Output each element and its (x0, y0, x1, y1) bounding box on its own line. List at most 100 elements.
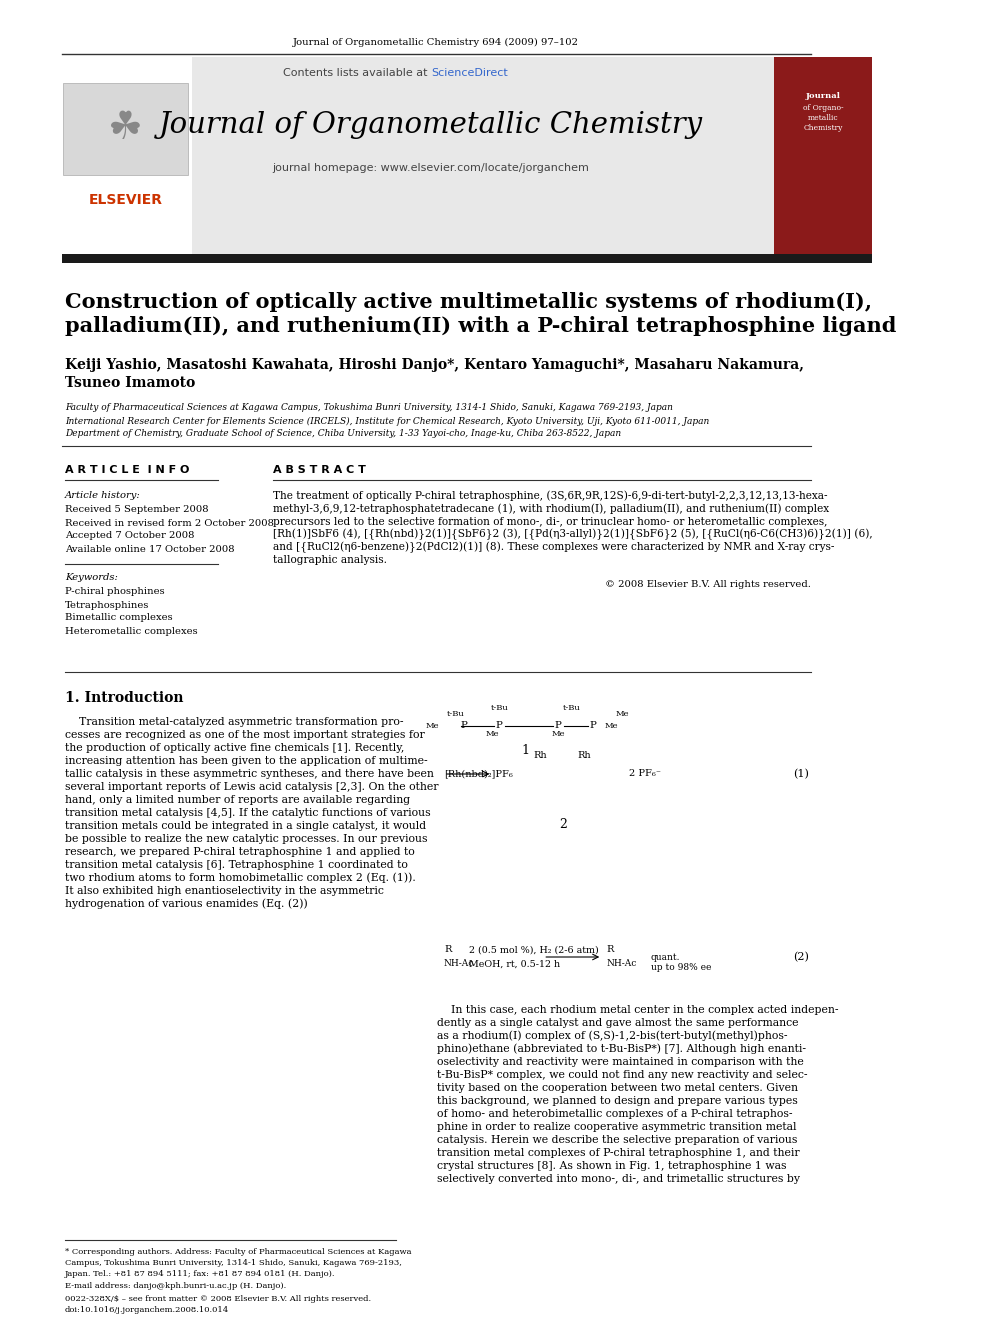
Text: phino)ethane (abbreviated to t-Bu-BisP*) [7]. Although high enanti-: phino)ethane (abbreviated to t-Bu-BisP*)… (436, 1044, 806, 1054)
Text: Me: Me (615, 710, 629, 718)
Text: Me: Me (552, 730, 565, 738)
Text: Journal of Organometallic Chemistry 694 (2009) 97–102: Journal of Organometallic Chemistry 694 … (293, 37, 579, 46)
Text: P: P (496, 721, 503, 730)
Text: 1. Introduction: 1. Introduction (65, 691, 184, 705)
Text: cesses are recognized as one of the most important strategies for: cesses are recognized as one of the most… (65, 730, 425, 740)
Text: P-chiral phosphines: P-chiral phosphines (65, 587, 165, 597)
Text: Received 5 September 2008: Received 5 September 2008 (65, 505, 208, 515)
Text: Transition metal-catalyzed asymmetric transformation pro-: Transition metal-catalyzed asymmetric tr… (65, 717, 404, 728)
Text: transition metals could be integrated in a single catalyst, it would: transition metals could be integrated in… (65, 822, 427, 831)
Text: The treatment of optically P-chiral tetraphosphine, (3S,6R,9R,12S)-6,9-di-tert-b: The treatment of optically P-chiral tetr… (273, 491, 827, 501)
Text: Tetraphosphines: Tetraphosphines (65, 601, 150, 610)
Text: Keiji Yashio, Masatoshi Kawahata, Hiroshi Danjo*, Kentaro Yamaguchi*, Masaharu N: Keiji Yashio, Masatoshi Kawahata, Hirosh… (65, 359, 805, 372)
Text: oselectivity and reactivity were maintained in comparison with the: oselectivity and reactivity were maintai… (436, 1057, 804, 1068)
Text: Bimetallic complexes: Bimetallic complexes (65, 614, 173, 623)
Bar (63, 83, 188, 175)
Text: 2: 2 (558, 818, 566, 831)
Text: Contents lists available at: Contents lists available at (283, 67, 431, 78)
Text: R: R (444, 946, 451, 954)
Text: 1: 1 (522, 744, 530, 757)
Text: 2 (0.5 mol %), H₂ (2-6 atm): 2 (0.5 mol %), H₂ (2-6 atm) (457, 946, 599, 954)
Text: crystal structures [8]. As shown in Fig. 1, tetraphosphine 1 was: crystal structures [8]. As shown in Fig.… (436, 1162, 787, 1171)
Text: t-Bu-BisP* complex, we could not find any new reactivity and selec-: t-Bu-BisP* complex, we could not find an… (436, 1070, 807, 1080)
Text: catalysis. Herein we describe the selective preparation of various: catalysis. Herein we describe the select… (436, 1135, 798, 1144)
Text: increasing attention has been given to the application of multime-: increasing attention has been given to t… (65, 755, 428, 766)
Bar (774, 57, 872, 255)
Text: P: P (590, 721, 597, 730)
Text: t-Bu: t-Bu (562, 704, 580, 712)
Text: hydrogenation of various enamides (Eq. (2)): hydrogenation of various enamides (Eq. (… (65, 898, 308, 909)
Text: transition metal catalysis [6]. Tetraphosphine 1 coordinated to: transition metal catalysis [6]. Tetrapho… (65, 860, 408, 871)
Text: Accepted 7 October 2008: Accepted 7 October 2008 (65, 532, 194, 541)
Text: NH-Ac: NH-Ac (444, 959, 474, 968)
Text: t-Bu: t-Bu (490, 704, 508, 712)
Text: ELSEVIER: ELSEVIER (88, 193, 163, 206)
Text: A R T I C L E  I N F O: A R T I C L E I N F O (65, 464, 189, 475)
Text: of homo- and heterobimetallic complexes of a P-chiral tetraphos-: of homo- and heterobimetallic complexes … (436, 1109, 793, 1119)
Text: [Rh(1)]SbF6 (4), [{Rh(nbd)}2(1)]{SbF6}2 (3), [{Pd(η3-allyl)}2(1)]{SbF6}2 (5), [{: [Rh(1)]SbF6 (4), [{Rh(nbd)}2(1)]{SbF6}2 … (273, 529, 872, 540)
Text: * Corresponding authors. Address: Faculty of Pharmaceutical Sciences at Kagawa: * Corresponding authors. Address: Facult… (65, 1248, 412, 1256)
Text: tivity based on the cooperation between two metal centers. Given: tivity based on the cooperation between … (436, 1084, 798, 1093)
Text: Chemistry: Chemistry (804, 124, 842, 132)
Text: two rhodium atoms to form homobimetallic complex 2 (Eq. (1)).: two rhodium atoms to form homobimetallic… (65, 873, 416, 884)
Text: (1): (1) (793, 769, 808, 779)
Text: the production of optically active fine chemicals [1]. Recently,: the production of optically active fine … (65, 744, 405, 753)
Text: selectively converted into mono-, di-, and trimetallic structures by: selectively converted into mono-, di-, a… (436, 1174, 800, 1184)
Text: International Research Center for Elements Science (IRCELS), Institute for Chemi: International Research Center for Elemen… (65, 417, 709, 426)
Text: © 2008 Elsevier B.V. All rights reserved.: © 2008 Elsevier B.V. All rights reserved… (605, 581, 810, 589)
Text: Received in revised form 2 October 2008: Received in revised form 2 October 2008 (65, 519, 274, 528)
Text: E-mail address: danjo@kph.bunri-u.ac.jp (H. Danjo).: E-mail address: danjo@kph.bunri-u.ac.jp … (65, 1282, 287, 1290)
Bar (62, 57, 810, 255)
Text: tallic catalysis in these asymmetric syntheses, and there have been: tallic catalysis in these asymmetric syn… (65, 769, 434, 779)
Text: MeOH, rt, 0.5-12 h: MeOH, rt, 0.5-12 h (457, 959, 560, 968)
Text: several important reports of Lewis acid catalysis [2,3]. On the other: several important reports of Lewis acid … (65, 782, 438, 792)
Text: this background, we planned to design and prepare various types: this background, we planned to design an… (436, 1095, 798, 1106)
Text: quant.: quant. (651, 953, 681, 962)
Text: dently as a single catalyst and gave almost the same performance: dently as a single catalyst and gave alm… (436, 1017, 799, 1028)
Text: transition metal catalysis [4,5]. If the catalytic functions of various: transition metal catalysis [4,5]. If the… (65, 808, 431, 818)
Text: Me: Me (605, 722, 618, 730)
Text: In this case, each rhodium metal center in the complex acted indepen-: In this case, each rhodium metal center … (436, 1005, 838, 1015)
Text: A B S T R A C T: A B S T R A C T (273, 464, 365, 475)
Text: journal homepage: www.elsevier.com/locate/jorganchem: journal homepage: www.elsevier.com/locat… (273, 163, 589, 173)
Text: transition metal complexes of P-chiral tetraphosphine 1, and their: transition metal complexes of P-chiral t… (436, 1148, 800, 1158)
Text: Tsuneo Imamoto: Tsuneo Imamoto (65, 376, 195, 390)
Text: be possible to realize the new catalytic processes. In our previous: be possible to realize the new catalytic… (65, 833, 428, 844)
Text: phine in order to realize cooperative asymmetric transition metal: phine in order to realize cooperative as… (436, 1122, 797, 1132)
Text: Keywords:: Keywords: (65, 573, 118, 582)
Text: tallographic analysis.: tallographic analysis. (273, 556, 387, 565)
Text: as a rhodium(I) complex of (S,S)-1,2-bis(tert-butyl(methyl)phos-: as a rhodium(I) complex of (S,S)-1,2-bis… (436, 1031, 788, 1041)
Text: R: R (606, 946, 614, 954)
Text: methyl-3,6,9,12-tetraphosphatetradecane (1), with rhodium(I), palladium(II), and: methyl-3,6,9,12-tetraphosphatetradecane … (273, 504, 828, 515)
Text: metallic: metallic (807, 114, 838, 122)
Text: It also exhibited high enantioselectivity in the asymmetric: It also exhibited high enantioselectivit… (65, 886, 384, 896)
Text: Department of Chemistry, Graduate School of Science, Chiba University, 1-33 Yayo: Department of Chemistry, Graduate School… (65, 430, 621, 438)
Text: NH-Ac: NH-Ac (606, 959, 637, 968)
Text: Available online 17 October 2008: Available online 17 October 2008 (65, 545, 235, 553)
Text: t-Bu: t-Bu (446, 710, 464, 718)
Text: research, we prepared P-chiral tetraphosphine 1 and applied to: research, we prepared P-chiral tetraphos… (65, 847, 415, 857)
Text: precursors led to the selective formation of mono-, di-, or trinuclear homo- or : precursors led to the selective formatio… (273, 516, 827, 527)
Text: of Organo-: of Organo- (803, 105, 843, 112)
Text: doi:10.1016/j.jorganchem.2008.10.014: doi:10.1016/j.jorganchem.2008.10.014 (65, 1306, 229, 1314)
Text: hand, only a limited number of reports are available regarding: hand, only a limited number of reports a… (65, 795, 410, 804)
Text: Japan. Tel.: +81 87 894 5111; fax: +81 87 894 0181 (H. Danjo).: Japan. Tel.: +81 87 894 5111; fax: +81 8… (65, 1270, 335, 1278)
Text: P: P (460, 721, 467, 730)
Text: P: P (555, 721, 561, 730)
Text: Article history:: Article history: (65, 492, 141, 500)
Text: Rh: Rh (577, 751, 591, 761)
Text: 0022-328X/$ – see front matter © 2008 Elsevier B.V. All rights reserved.: 0022-328X/$ – see front matter © 2008 El… (65, 1295, 371, 1303)
Text: 2 PF₆⁻: 2 PF₆⁻ (629, 770, 661, 778)
Text: Heterometallic complexes: Heterometallic complexes (65, 627, 197, 635)
Text: Rh: Rh (534, 751, 548, 761)
Text: up to 98% ee: up to 98% ee (651, 963, 711, 972)
Text: Journal: Journal (806, 93, 840, 101)
Bar (62, 254, 872, 263)
Text: Me: Me (485, 730, 499, 738)
Text: Construction of optically active multimetallic systems of rhodium(I),: Construction of optically active multime… (65, 292, 872, 312)
Text: Campus, Tokushima Bunri University, 1314-1 Shido, Sanuki, Kagawa 769-2193,: Campus, Tokushima Bunri University, 1314… (65, 1259, 402, 1267)
Text: ☘: ☘ (108, 108, 143, 147)
Bar (62, 57, 191, 255)
Text: [Rh(nbd)₂]PF₆: [Rh(nbd)₂]PF₆ (444, 770, 513, 778)
Text: Faculty of Pharmaceutical Sciences at Kagawa Campus, Tokushima Bunri University,: Faculty of Pharmaceutical Sciences at Ka… (65, 404, 673, 413)
